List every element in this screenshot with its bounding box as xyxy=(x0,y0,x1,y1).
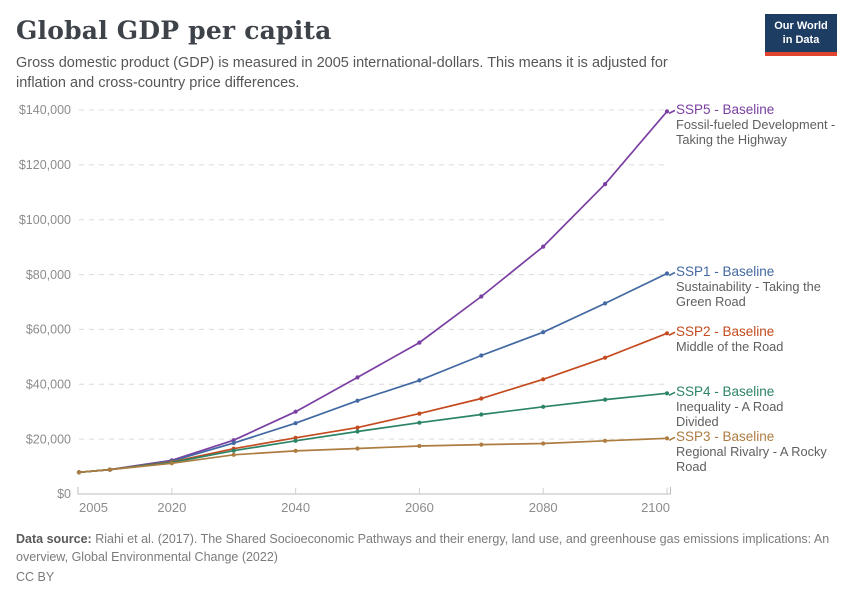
line-chart-svg: $0 $20,000 $40,000 $60,000 $80,000 $100,000 $1… xyxy=(19,103,676,515)
data-source-note: Data source: Riahi et al. (2017). The Sh… xyxy=(16,531,834,566)
data-point-ssp3-2060[interactable] xyxy=(417,443,422,449)
data-point-ssp2-2080[interactable] xyxy=(541,377,546,382)
data-point-ssp3-2020[interactable] xyxy=(169,461,174,466)
data-point-ssp2-2050[interactable] xyxy=(355,425,360,430)
data-point-ssp4-2050[interactable] xyxy=(355,429,360,434)
data-point-ssp2-2090[interactable] xyxy=(603,355,608,360)
data-point-ssp3-2080[interactable] xyxy=(541,441,546,446)
data-point-ssp4-2030[interactable] xyxy=(231,448,236,453)
page-title: Global GDP per capita xyxy=(16,16,332,45)
y-tick-label: $120,000 xyxy=(19,158,71,172)
data-point-ssp1-2100[interactable] xyxy=(664,271,670,276)
data-point-ssp3-2005[interactable] xyxy=(76,470,82,475)
label-connector-ssp3 xyxy=(668,436,676,442)
data-point-ssp2-2070[interactable] xyxy=(479,396,484,401)
series-line-ssp5[interactable] xyxy=(78,110,668,474)
x-tick-label: 2040 xyxy=(281,500,310,515)
x-tick-label: 2080 xyxy=(529,500,558,515)
y-tick-label: $40,000 xyxy=(26,377,71,391)
data-point-ssp5-2060[interactable] xyxy=(417,340,422,345)
series-label-ssp2-desc: Middle of the Road xyxy=(676,339,784,355)
data-point-ssp5-2080[interactable] xyxy=(541,244,546,249)
series-label-ssp2[interactable]: SSP2 - Baseline Middle of the Road xyxy=(676,324,836,355)
data-point-ssp5-2100[interactable] xyxy=(664,109,670,114)
license-label: CC BY xyxy=(16,570,55,584)
data-point-ssp3-2090[interactable] xyxy=(603,438,608,443)
label-connector-ssp5 xyxy=(668,109,676,115)
series-label-ssp3-title: SSP3 - Baseline xyxy=(676,429,775,445)
data-point-ssp4-2100[interactable] xyxy=(664,391,670,396)
data-point-ssp2-2100[interactable] xyxy=(664,331,670,336)
data-point-ssp3-2040[interactable] xyxy=(293,448,298,453)
data-point-ssp3-2100[interactable] xyxy=(664,436,670,441)
data-point-ssp5-2040[interactable] xyxy=(293,409,298,414)
data-point-ssp4-2040[interactable] xyxy=(293,438,298,443)
data-source-label: Data source: xyxy=(16,532,92,546)
series-label-ssp3-desc: Regional Rivalry - A Rocky Road xyxy=(676,444,827,475)
series-label-ssp4[interactable]: SSP4 - Baseline Inequality - A Road Divi… xyxy=(676,384,808,430)
data-point-ssp3-2030[interactable] xyxy=(231,452,236,457)
y-tick-label: $80,000 xyxy=(26,268,71,282)
data-point-ssp5-2050[interactable] xyxy=(355,375,360,380)
data-point-ssp1-2030[interactable] xyxy=(231,440,236,446)
series-label-ssp5[interactable]: SSP5 - Baseline Fossil-fueled Developmen… xyxy=(676,102,844,148)
series-label-ssp1[interactable]: SSP1 - Baseline Sustainability - Taking … xyxy=(676,264,840,310)
label-connector-ssp1 xyxy=(668,271,676,277)
data-point-ssp5-2070[interactable] xyxy=(479,294,484,299)
data-point-ssp1-2080[interactable] xyxy=(541,330,546,335)
data-point-ssp3-2070[interactable] xyxy=(479,442,484,447)
data-point-ssp4-2090[interactable] xyxy=(603,397,608,402)
label-connector-ssp4 xyxy=(668,391,676,397)
series-line-ssp3[interactable] xyxy=(78,437,668,474)
data-point-ssp4-2070[interactable] xyxy=(479,412,484,417)
x-tick-label: 2060 xyxy=(405,500,434,515)
y-tick-label: $140,000 xyxy=(19,103,71,117)
data-point-ssp4-2060[interactable] xyxy=(417,420,422,425)
data-point-ssp3-2050[interactable] xyxy=(355,446,360,451)
label-connector-ssp2 xyxy=(668,331,676,336)
data-point-ssp2-2040[interactable] xyxy=(293,435,298,440)
x-tick-label: 2020 xyxy=(157,500,186,515)
series-label-ssp4-desc: Inequality - A Road Divided xyxy=(676,399,784,430)
x-tick-label: 2005 xyxy=(79,500,108,515)
series-label-ssp2-title: SSP2 - Baseline xyxy=(676,324,775,340)
series-label-ssp3[interactable]: SSP3 - Baseline Regional Rivalry - A Roc… xyxy=(676,429,842,475)
series-label-ssp4-title: SSP4 - Baseline xyxy=(676,384,775,400)
data-point-ssp1-2050[interactable] xyxy=(355,398,360,403)
owid-logo[interactable]: Our World in Data xyxy=(765,14,837,56)
y-tick-label: $0 xyxy=(57,487,71,501)
data-source-text: Riahi et al. (2017). The Shared Socioeco… xyxy=(16,532,830,564)
series-label-ssp1-title: SSP1 - Baseline xyxy=(676,264,775,280)
series-label-ssp1-desc: Sustainability - Taking the Green Road xyxy=(676,279,821,310)
series-label-ssp5-title: SSP5 - Baseline xyxy=(676,102,775,118)
data-point-ssp4-2080[interactable] xyxy=(541,404,546,409)
data-point-ssp1-2070[interactable] xyxy=(479,353,484,358)
owid-logo-line2: in Data xyxy=(782,34,820,47)
data-point-ssp1-2090[interactable] xyxy=(603,301,608,306)
chart-canvas: $0 $20,000 $40,000 $60,000 $80,000 $100,000 $1… xyxy=(0,94,850,530)
y-tick-label: $100,000 xyxy=(19,213,71,227)
data-point-ssp1-2040[interactable] xyxy=(293,421,298,426)
series-label-ssp5-desc: Fossil-fueled Development - Taking the H… xyxy=(676,117,836,148)
y-tick-label: $60,000 xyxy=(26,323,71,337)
owid-logo-line1: Our World xyxy=(774,20,828,32)
data-point-ssp5-2090[interactable] xyxy=(603,182,608,187)
x-tick-label: 2100 xyxy=(641,500,670,515)
data-point-ssp2-2060[interactable] xyxy=(417,411,422,416)
data-point-ssp1-2060[interactable] xyxy=(417,378,422,383)
data-point-ssp3-2010[interactable] xyxy=(107,467,112,472)
y-tick-label: $20,000 xyxy=(26,432,71,446)
chart-subtitle: Gross domestic product (GDP) is measured… xyxy=(16,55,668,91)
